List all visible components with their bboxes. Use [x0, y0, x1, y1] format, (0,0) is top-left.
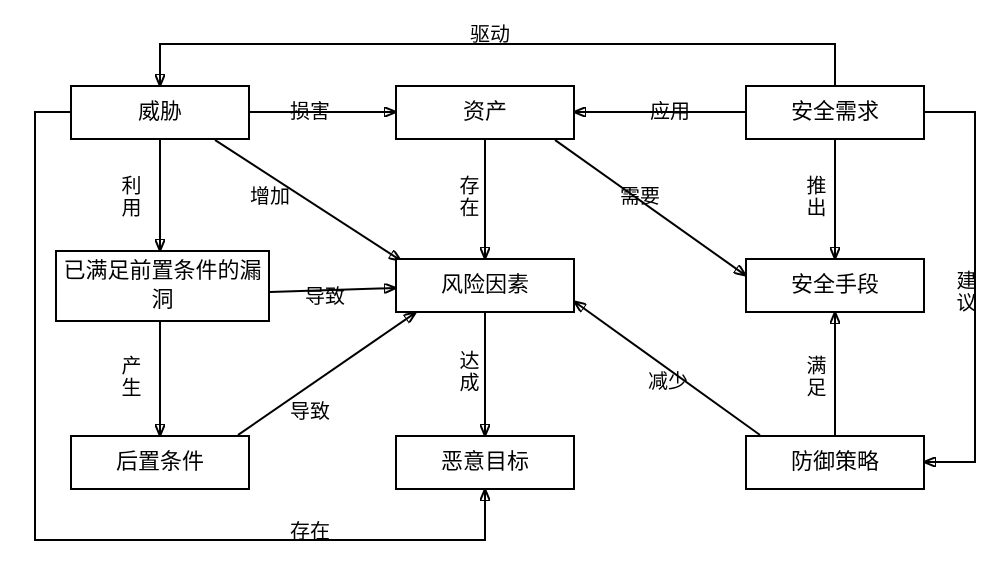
node-malicious: 恶意目标 [395, 435, 575, 490]
edge-label: 应用 [650, 95, 690, 124]
node-label: 后置条件 [116, 448, 204, 477]
node-vuln: 已满足前置条件的漏洞 [55, 250, 270, 322]
edge-label: 产生 [115, 355, 144, 399]
node-defense: 防御策略 [745, 435, 925, 490]
edge-label: 推出 [800, 175, 829, 219]
edge-label: 利用 [115, 175, 144, 219]
edge-label: 需要 [620, 180, 660, 209]
node-label: 风险因素 [441, 271, 529, 300]
node-label: 防御策略 [791, 448, 879, 477]
node-risk: 风险因素 [395, 258, 575, 313]
edge-label: 导致 [290, 395, 330, 424]
diagram-canvas: 威胁 资产 安全需求 已满足前置条件的漏洞 风险因素 安全手段 后置条件 恶意目… [0, 0, 1000, 586]
node-asset: 资产 [395, 85, 575, 140]
edge-label: 达成 [453, 350, 482, 394]
edge-label: 存在 [290, 515, 330, 544]
node-threat: 威胁 [70, 85, 250, 140]
node-label: 资产 [463, 98, 507, 127]
node-label: 安全手段 [791, 271, 879, 300]
edge-label: 建议 [950, 270, 979, 314]
edge-label: 存在 [453, 175, 482, 219]
node-postcond: 后置条件 [70, 435, 250, 490]
node-sec-means: 安全手段 [745, 258, 925, 313]
edge-label: 驱动 [470, 18, 510, 47]
edge-label: 减少 [648, 365, 688, 394]
edge-label: 增加 [250, 180, 290, 209]
node-sec-req: 安全需求 [745, 85, 925, 140]
node-label: 安全需求 [791, 98, 879, 127]
edge-label: 导致 [305, 280, 345, 309]
node-label: 威胁 [138, 98, 182, 127]
node-label: 恶意目标 [441, 448, 529, 477]
edge-label: 满足 [800, 355, 829, 399]
node-label: 已满足前置条件的漏洞 [61, 257, 264, 314]
edge-label: 损害 [290, 95, 330, 124]
